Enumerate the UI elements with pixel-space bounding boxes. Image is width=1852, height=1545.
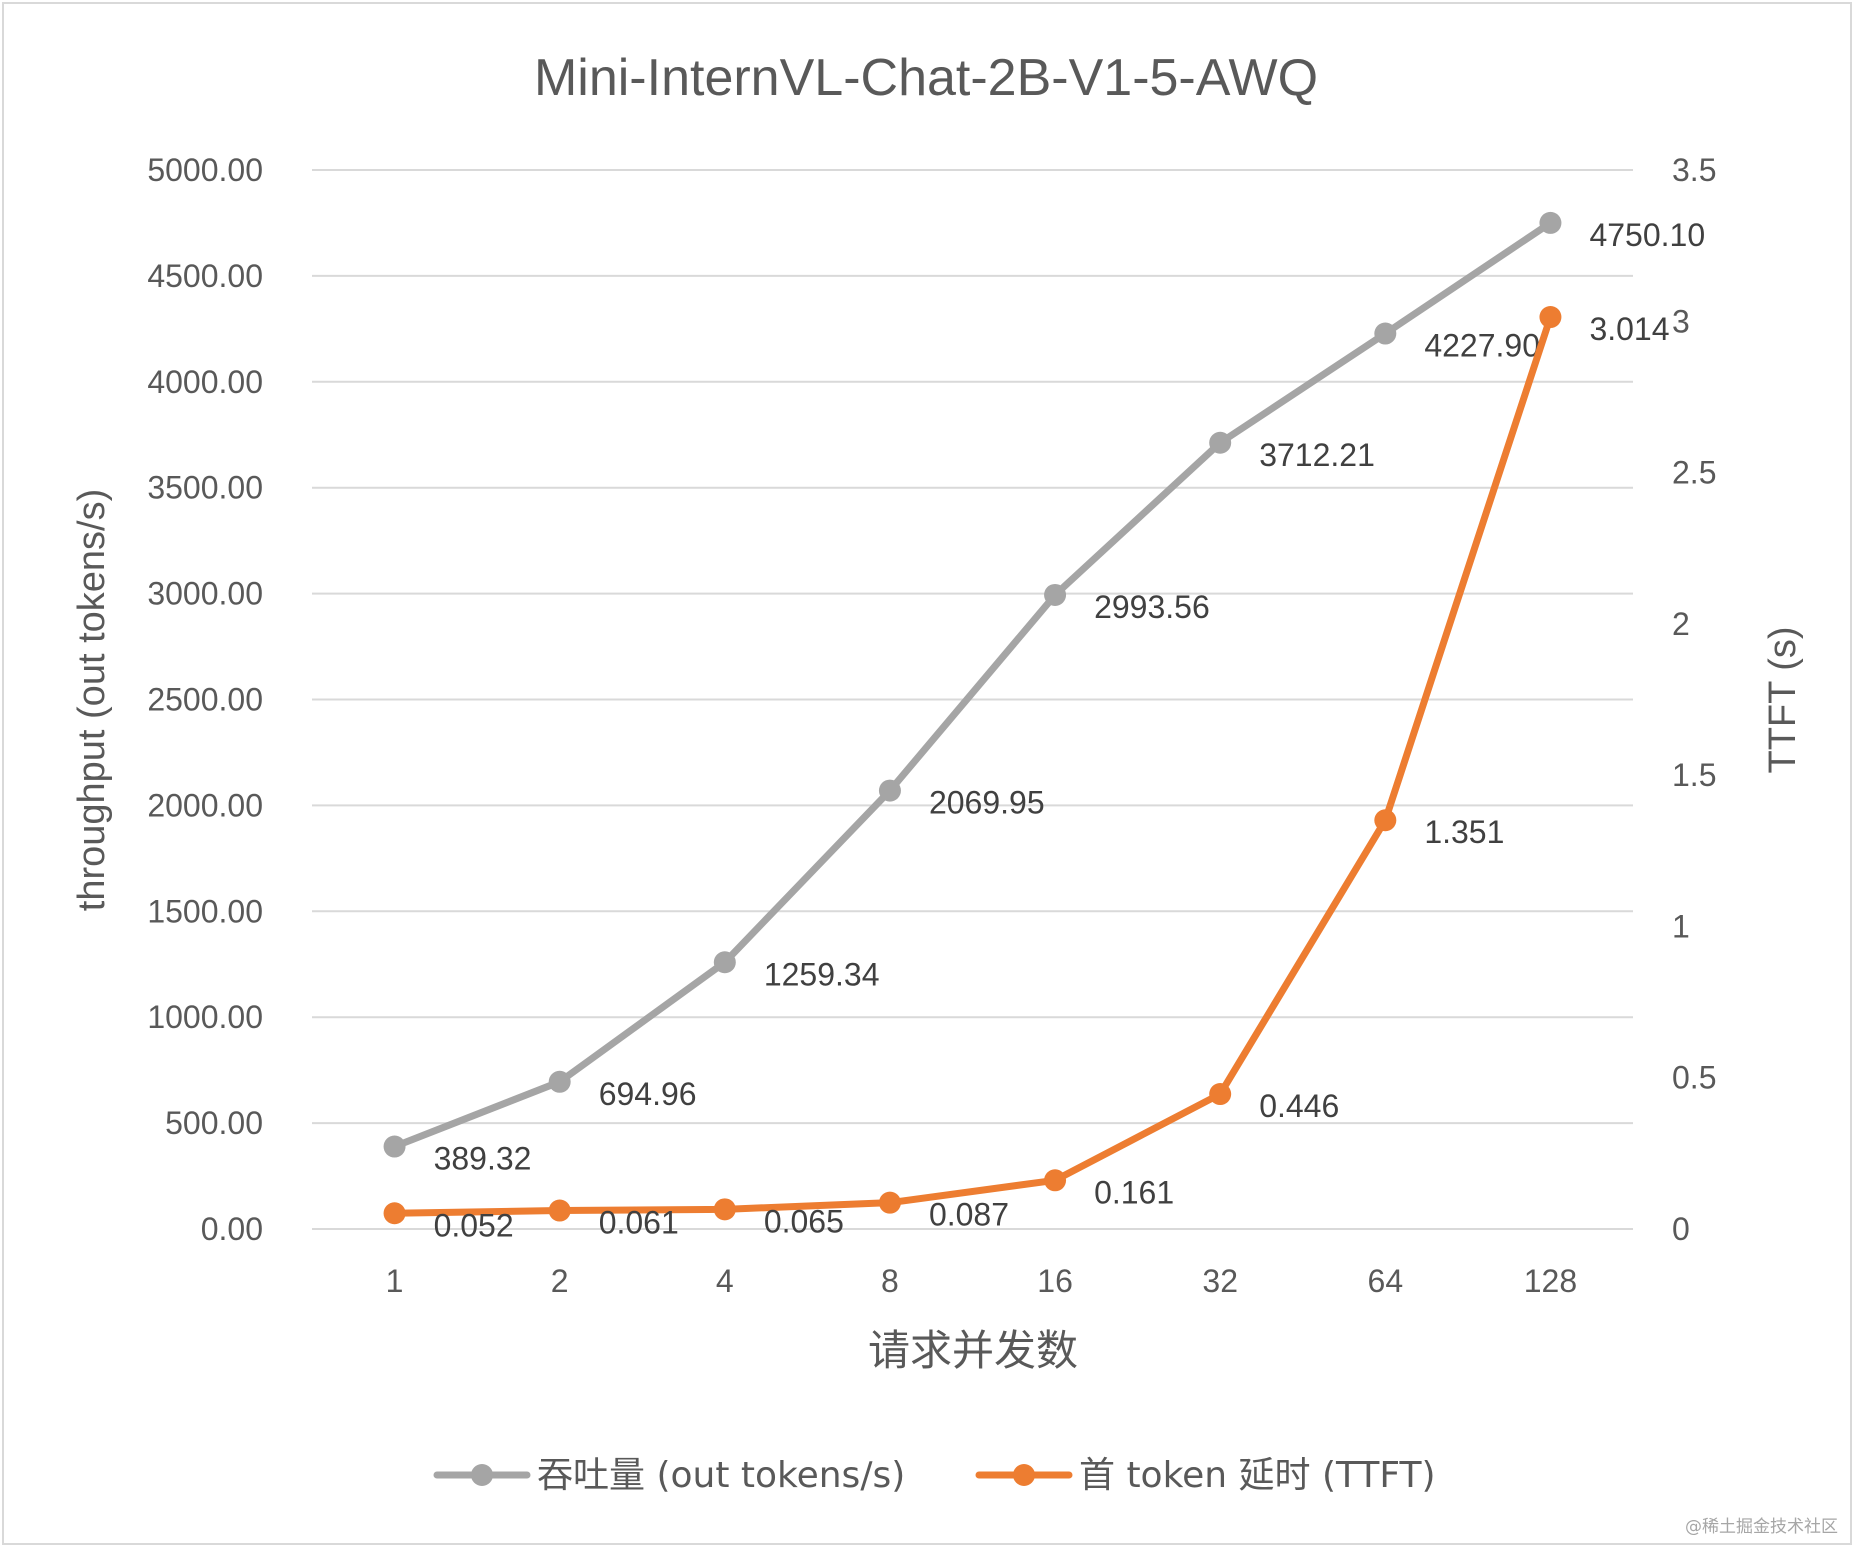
x-tick-label: 16 (1037, 1263, 1073, 1299)
y2-tick-label: 3 (1672, 303, 1690, 339)
y-tick-label: 5000.00 (147, 152, 263, 188)
x-tick-label: 1 (386, 1263, 404, 1299)
throughput-data-label: 1259.34 (764, 956, 880, 992)
watermark: @稀土掘金技术社区 (1685, 1517, 1838, 1537)
y2-tick-label: 2 (1672, 606, 1690, 642)
ttft-point (1374, 809, 1397, 832)
ttft-data-label: 0.161 (1094, 1174, 1174, 1210)
legend-label-throughput: 吞吐量 (out tokens/s) (537, 1455, 905, 1496)
throughput-point (548, 1070, 571, 1093)
throughput-point (1209, 431, 1232, 454)
ttft-data-label: 0.052 (434, 1207, 514, 1243)
y2-tick-label: 0 (1672, 1211, 1690, 1247)
y-tick-label: 2500.00 (147, 682, 263, 718)
ttft-point (1044, 1169, 1067, 1192)
ttft-data-label: 0.446 (1259, 1088, 1339, 1124)
y-tick-label: 2000.00 (147, 787, 263, 823)
y-tick-label: 1000.00 (147, 999, 263, 1035)
x-tick-label: 32 (1202, 1263, 1238, 1299)
y2-tick-label: 1.5 (1672, 757, 1716, 793)
throughput-point (1044, 583, 1067, 606)
throughput-data-label: 4750.10 (1589, 217, 1705, 253)
y2-tick-label: 3.5 (1672, 152, 1716, 188)
ttft-point (383, 1202, 406, 1225)
ttft-data-label: 3.014 (1589, 311, 1669, 347)
ttft-data-label: 0.065 (764, 1203, 844, 1239)
legend-label-ttft: 首 token 延时 (TTFT) (1079, 1455, 1436, 1496)
y-axis-title: throughput (out tokens/s) (71, 489, 113, 911)
x-tick-label: 64 (1368, 1263, 1404, 1299)
y2-axis-title: TTFT (s) (1762, 626, 1804, 773)
throughput-point (383, 1135, 406, 1158)
series-line-ttft (391, 313, 1554, 1217)
y-tick-label: 0.00 (201, 1211, 263, 1247)
ttft-point (1209, 1083, 1232, 1106)
ttft-point (1539, 306, 1562, 329)
y-tick-label: 4000.00 (147, 364, 263, 400)
throughput-data-label: 694.96 (599, 1076, 697, 1112)
throughput-point (713, 951, 736, 974)
x-tick-label: 4 (716, 1263, 734, 1299)
x-axis-title: 请求并发数 (868, 1326, 1078, 1375)
y2-tick-label: 2.5 (1672, 455, 1716, 491)
y-tick-label: 500.00 (165, 1105, 263, 1141)
throughput-data-label: 2069.95 (929, 785, 1045, 821)
series-line-throughput (391, 219, 1554, 1151)
ttft-data-label: 0.061 (599, 1205, 679, 1241)
x-tick-label: 8 (881, 1263, 899, 1299)
chart-title: Mini-InternVL-Chat-2B-V1-5-AWQ (534, 49, 1318, 107)
legend-marker-throughput (471, 1464, 493, 1486)
ttft-point (548, 1199, 571, 1222)
x-tick-label: 128 (1524, 1263, 1577, 1299)
throughput-data-label: 2993.56 (1094, 589, 1210, 625)
y2-tick-label: 1 (1672, 908, 1690, 944)
ttft-data-label: 1.351 (1424, 814, 1504, 850)
throughput-point (878, 779, 901, 802)
y-tick-label: 3000.00 (147, 576, 263, 612)
ttft-point (713, 1198, 736, 1221)
throughput-point (1374, 322, 1397, 345)
throughput-point (1539, 211, 1562, 234)
y2-tick-label: 0.5 (1672, 1060, 1716, 1096)
throughput-data-label: 3712.21 (1259, 437, 1375, 473)
y-tick-label: 4500.00 (147, 258, 263, 294)
y-tick-label: 1500.00 (147, 893, 263, 929)
x-tick-label: 2 (551, 1263, 569, 1299)
throughput-data-label: 389.32 (434, 1141, 532, 1177)
legend-marker-ttft (1013, 1464, 1035, 1486)
y-tick-label: 3500.00 (147, 470, 263, 506)
throughput-data-label: 4227.90 (1424, 328, 1540, 364)
ttft-data-label: 0.087 (929, 1197, 1009, 1233)
ttft-point (878, 1191, 901, 1214)
